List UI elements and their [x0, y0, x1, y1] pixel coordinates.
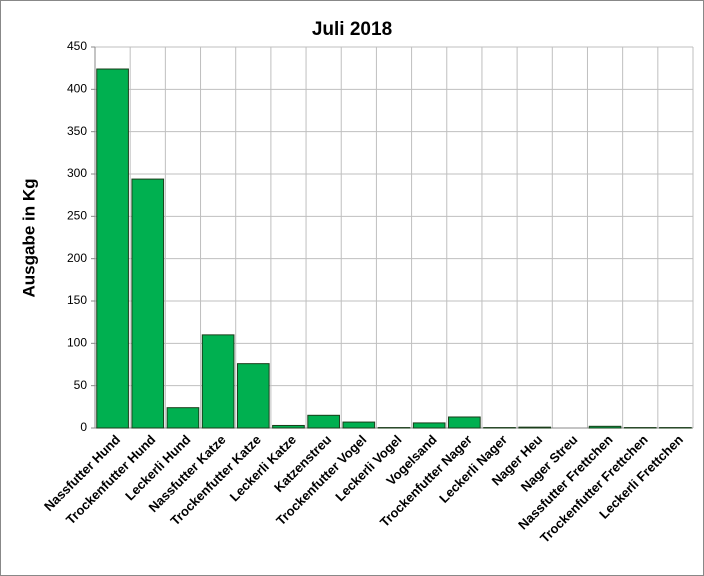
y-tick-label: 50	[74, 378, 88, 392]
y-tick-label: 350	[67, 124, 87, 138]
bar	[448, 416, 481, 429]
y-tick-label: 0	[80, 420, 87, 434]
y-tick-label: 100	[67, 336, 87, 350]
y-tick-label: 400	[67, 82, 87, 96]
y-axis-label: Ausgabe in Kg	[19, 178, 38, 297]
bar	[201, 334, 235, 429]
bar	[272, 424, 305, 429]
bar	[588, 425, 622, 429]
bar	[131, 178, 165, 429]
bar	[342, 421, 376, 429]
chart-title: Juli 2018	[312, 19, 392, 40]
bar	[236, 363, 270, 429]
bar	[412, 422, 446, 429]
y-tick-label: 200	[67, 251, 87, 265]
y-tick-label: 300	[67, 166, 87, 180]
y-tick-label: 250	[67, 209, 87, 223]
bar	[166, 407, 200, 429]
y-tick-label: 450	[67, 39, 87, 53]
bar	[307, 414, 340, 429]
y-tick-label: 150	[67, 293, 87, 307]
bar	[96, 68, 129, 429]
bar	[518, 426, 552, 429]
